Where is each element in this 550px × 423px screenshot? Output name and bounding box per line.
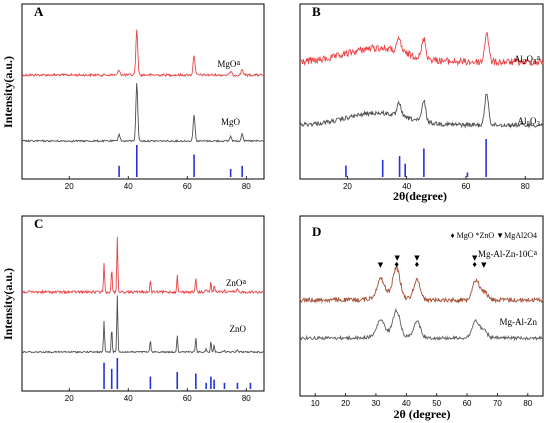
panel-d-letter: D	[312, 224, 321, 239]
panel-c-x-ticks: 20 40 60 80	[65, 388, 251, 403]
x-tick-label: 20	[343, 182, 352, 191]
phase-marker: ▼	[395, 254, 401, 262]
phase-marker: ♦	[472, 261, 478, 269]
panel-c-letter: C	[34, 216, 43, 231]
panel-c-frame	[21, 215, 265, 392]
panel-c-plot	[21, 236, 265, 354]
x-tick-label: 40	[124, 182, 133, 191]
x-tick-label: 30	[371, 399, 380, 408]
x-tick-label: 40	[402, 182, 411, 191]
panel-c-series-label-0: ZnOa	[226, 277, 247, 288]
panel-b-plot	[299, 32, 544, 129]
panel-a: A Intensity(a.u.) 20 40 60 80 MgOa MgO	[1, 3, 265, 191]
phase-marker: ▼	[378, 261, 384, 269]
panel-b-reference-lines	[345, 139, 487, 177]
panel-a-reference-lines	[118, 145, 243, 177]
phase-marker: ▼	[481, 261, 487, 269]
x-tick-label: 40	[124, 394, 133, 403]
x-tick-label: 40	[402, 399, 411, 408]
panel-c: C Intensity(a.u.) 20 40 60 80 ZnOa ZnO	[1, 215, 265, 403]
panel-a-ylabel: Intensity(a.u.)	[1, 56, 15, 128]
x-tick-label: 50	[432, 399, 441, 408]
x-tick-label: 80	[521, 182, 530, 191]
panel-a-series-label-1: MgO	[221, 117, 241, 127]
x-tick-label: 20	[341, 399, 350, 408]
series-line-0	[21, 29, 265, 78]
panel-d-frame	[299, 215, 544, 397]
x-tick-label: 60	[463, 399, 472, 408]
series-line-1	[299, 93, 544, 129]
panel-b-series-label-1: Al2O3	[518, 116, 541, 128]
panel-c-ylabel: Intensity(a.u.)	[1, 268, 15, 340]
x-tick-label: 80	[242, 394, 251, 403]
x-tick-label: 70	[493, 399, 502, 408]
series-line-0	[299, 32, 544, 67]
panel-d-xlabel: 2θ (degree)	[393, 407, 450, 421]
panel-d-phase-markers: ▼ ♦▼♦▼♦▼▼	[378, 254, 487, 269]
panel-d-x-ticks: 10 20 30 40 50 60 70 80	[311, 393, 533, 408]
panel-a-series-label-0: MgOa	[217, 58, 240, 69]
panel-b-xlabel: 2θ(degree)	[393, 189, 447, 203]
series-line-0	[299, 265, 544, 304]
panel-c-reference-lines	[103, 358, 252, 389]
panel-d: D 2θ (degree) 10 20 30 40 50 60 70 80 ▼ ♦▼♦▼♦▼▼ …	[299, 215, 544, 421]
x-tick-label: 60	[183, 394, 192, 403]
x-tick-label: 60	[183, 182, 192, 191]
panel-a-plot	[21, 29, 265, 143]
panel-d-series-label-0: Mg-Al-Zn-10Ca	[478, 248, 538, 259]
series-line-1	[21, 83, 265, 143]
panel-d-legend: ♦ MgO *ZnO ▼MgAl2O4	[451, 231, 537, 240]
panel-d-series-label-1: Mg-Al-Zn	[500, 317, 538, 327]
panel-c-series-label-1: ZnO	[230, 324, 247, 334]
x-tick-label: 80	[523, 399, 532, 408]
x-tick-label: 10	[311, 399, 320, 408]
series-line-1	[21, 295, 265, 354]
series-line-1	[299, 308, 544, 342]
panel-b-frame	[299, 3, 544, 180]
phase-marker: ▼	[414, 254, 420, 262]
panel-a-letter: A	[34, 4, 44, 19]
series-line-0	[21, 236, 265, 295]
panel-b: B 2θ(degree) 20 40 60 80 Al2O3a Al2O3	[299, 3, 544, 203]
x-tick-label: 60	[461, 182, 470, 191]
panel-b-x-ticks: 20 40 60 80	[343, 176, 530, 191]
phase-marker: ▼	[472, 254, 478, 262]
x-tick-label: 80	[242, 182, 251, 191]
phase-marker: ♦	[414, 261, 420, 269]
x-tick-label: 20	[65, 182, 74, 191]
x-tick-label: 20	[65, 394, 74, 403]
panel-d-plot	[299, 265, 544, 342]
panel-a-x-ticks: 20 40 60 80	[65, 176, 251, 191]
phase-marker: ♦	[393, 261, 399, 269]
panel-a-frame	[21, 3, 265, 180]
panel-b-letter: B	[312, 4, 321, 19]
